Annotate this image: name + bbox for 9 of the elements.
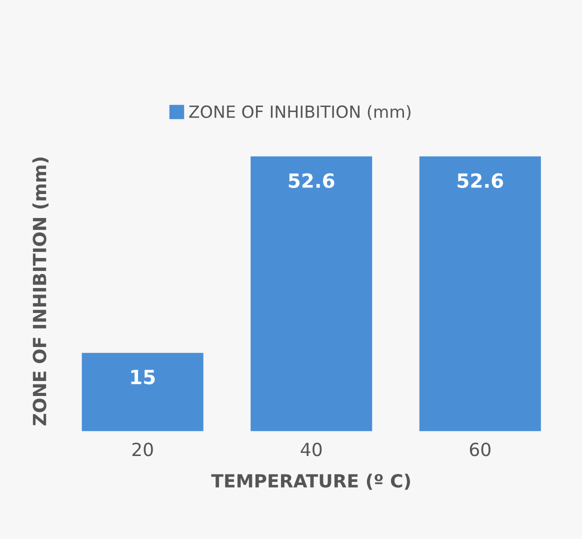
data-label: 15 <box>131 370 155 384</box>
x-axis-title: TEMPERATURE (º C) <box>211 474 410 490</box>
x-tick-label: 20 <box>132 442 153 456</box>
data-label: 52.6 <box>458 173 504 188</box>
x-tick-label: 40 <box>300 442 322 456</box>
data-label: 52.6 <box>288 173 334 188</box>
y-axis-title: ZONE OF INHIBITION (mm) <box>32 158 48 426</box>
legend-label: ZONE OF INHIBITION (mm) <box>189 105 410 120</box>
x-tick-label: 60 <box>470 442 490 456</box>
